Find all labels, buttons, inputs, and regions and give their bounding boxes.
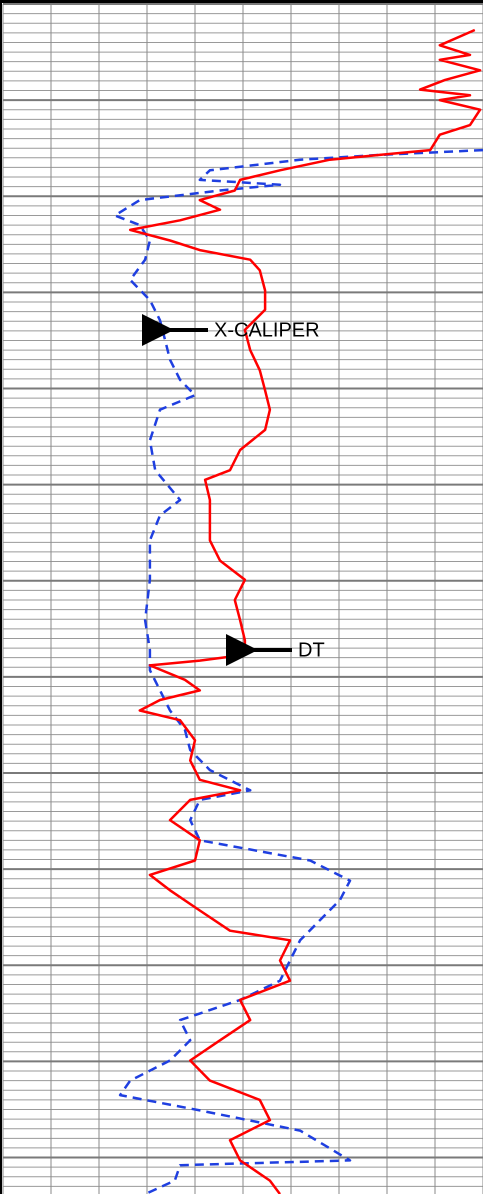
annotation: DT [298, 639, 325, 661]
grid [2, 3, 483, 1194]
annotation: X-CALIPER [214, 319, 320, 341]
log-curve [128, 28, 482, 1194]
curves [113, 28, 483, 1194]
log-curve [113, 148, 483, 1194]
